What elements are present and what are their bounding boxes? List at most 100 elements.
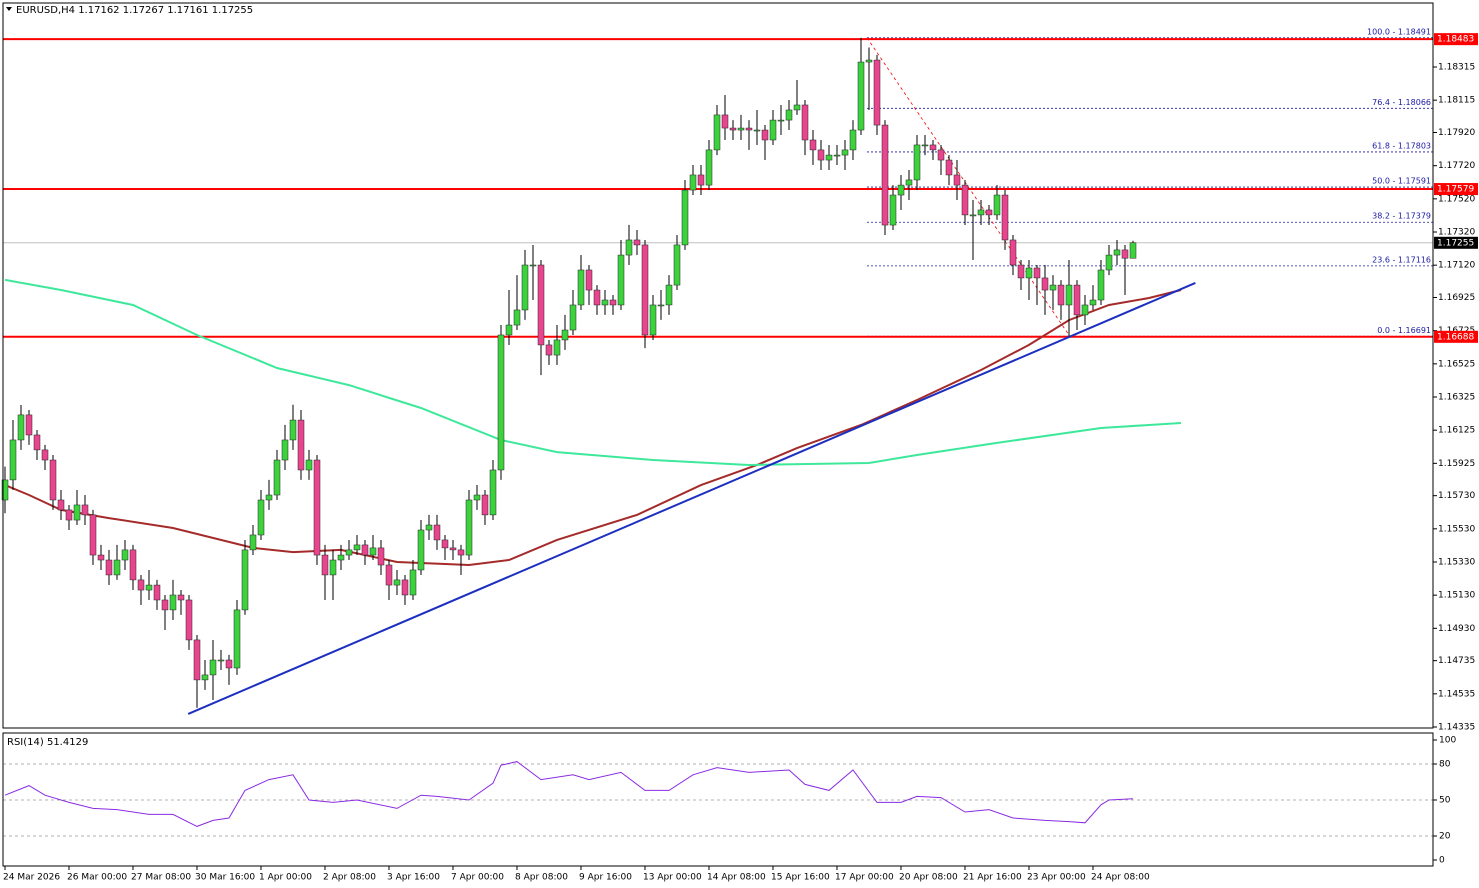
candle-body (1025, 267, 1033, 279)
level-price-box (1434, 33, 1478, 46)
candle-body (801, 104, 809, 141)
candle-body (1009, 239, 1017, 266)
candle-body (481, 494, 489, 516)
candle-body (473, 494, 481, 501)
indicator-line (4, 289, 1182, 567)
x-tick-label: 15 Apr 16:00 (771, 873, 830, 883)
candle-body (585, 269, 593, 291)
candle-body (865, 59, 873, 63)
x-tick-label: 7 Apr 00:00 (451, 873, 504, 883)
candle-body (609, 299, 617, 306)
chart-title: EURUSD,H4 1.17162 1.17267 1.17161 1.1725… (16, 5, 253, 16)
candle-body (449, 547, 457, 551)
fib-label: 38.2 - 1.17379 (1372, 212, 1431, 221)
candle-body (825, 154, 833, 161)
price-frame (2, 2, 1434, 729)
candle-body (881, 124, 889, 226)
candle-body (945, 159, 953, 176)
candle-body (1, 479, 9, 501)
candle-body (321, 554, 329, 576)
fib-label: 50.0 - 1.17591 (1372, 177, 1431, 186)
candle-body (505, 324, 513, 336)
y-tick-label: 1.15925 (1438, 459, 1475, 469)
candle-body (753, 129, 761, 132)
candle-body (873, 59, 881, 126)
candle-body (889, 194, 897, 226)
candle-body (697, 174, 705, 186)
candle-body (89, 514, 97, 556)
candle-body (393, 579, 401, 586)
x-tick-label: 21 Apr 16:00 (963, 873, 1022, 883)
candle-body (601, 299, 609, 306)
candle-body (985, 209, 993, 216)
menu-arrow (6, 7, 12, 11)
candle-body (857, 61, 865, 131)
candle-body (145, 584, 153, 591)
candle-body (777, 119, 785, 122)
candle-body (81, 504, 89, 516)
y-tick-label: 1.14930 (1438, 624, 1475, 634)
level-price-box (1434, 183, 1478, 196)
indicator-line (4, 278, 1182, 467)
candle-body (33, 434, 41, 451)
x-tick-label: 9 Apr 16:00 (579, 873, 632, 883)
y-tick-label: 1.17920 (1438, 128, 1475, 138)
y-tick-label: 1.16125 (1438, 426, 1475, 436)
y-tick-label: 1.17520 (1438, 194, 1475, 204)
candle-body (25, 414, 33, 436)
candle-body (113, 559, 121, 576)
candle-body (121, 549, 129, 561)
candle-body (161, 599, 169, 611)
candle-body (185, 599, 193, 641)
candle-body (425, 524, 433, 531)
candle-body (313, 459, 321, 556)
current-price-box (1434, 236, 1478, 249)
candle-body (17, 414, 25, 441)
candle-body (1081, 304, 1089, 316)
y-tick-label: 1.18315 (1438, 63, 1475, 73)
x-tick-label: 30 Mar 16:00 (195, 873, 255, 883)
candle-body (289, 419, 297, 441)
candle-body (561, 329, 569, 341)
x-tick-label: 24 Apr 08:00 (1091, 873, 1150, 883)
candle-body (329, 559, 337, 576)
candle-body (905, 179, 913, 186)
candle-body (153, 584, 161, 601)
candle-body (337, 554, 345, 561)
y-tick-label: 1.17120 (1438, 261, 1475, 271)
candle-body (993, 194, 1001, 216)
candle-body (1017, 264, 1025, 279)
candle-body (929, 144, 937, 151)
candle-body (809, 139, 817, 151)
y-tick-label: 1.17720 (1438, 161, 1475, 171)
candle-body (9, 439, 17, 481)
y-tick-label: 1.14335 (1438, 723, 1475, 733)
candle-body (569, 304, 577, 331)
current-price-label: 1.17255 (1437, 238, 1474, 248)
candle-body (913, 144, 921, 181)
y-tick-label: 0 (1439, 856, 1445, 866)
candle-body (233, 609, 241, 669)
candle-body (513, 309, 521, 326)
fib-label: 61.8 - 1.17803 (1372, 141, 1431, 150)
candle-body (617, 254, 625, 306)
candle-body (737, 127, 745, 131)
x-tick-label: 24 Mar 2026 (3, 873, 60, 883)
candle-body (833, 154, 841, 157)
candle-body (201, 674, 209, 681)
y-tick-label: 1.16325 (1438, 393, 1475, 403)
price-panel: 1.18315 1.18115 1.17920 1.17720 1.17520 1.173… (1, 27, 1478, 733)
candle-body (1089, 299, 1097, 306)
candle-body (305, 459, 313, 471)
candle-body (217, 659, 225, 662)
candle-body (521, 264, 529, 311)
candle-body (625, 239, 633, 256)
y-tick-label: 100 (1439, 736, 1456, 746)
x-tick-label: 17 Apr 00:00 (835, 873, 894, 883)
y-tick-label: 1.15530 (1438, 524, 1475, 534)
candle-body (457, 549, 465, 556)
fib-label: 0.0 - 1.16691 (1377, 326, 1431, 335)
candle-body (409, 569, 417, 596)
candle-body (281, 439, 289, 461)
candle-body (545, 344, 553, 356)
